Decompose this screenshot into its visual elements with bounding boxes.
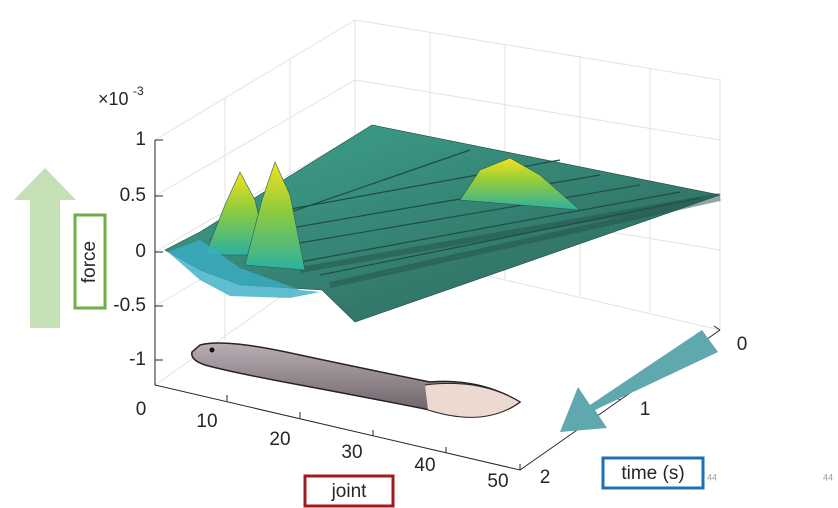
z-multiplier-base: ×10 <box>98 89 129 109</box>
joint-tick-label: 50 <box>487 471 508 492</box>
force-label-box <box>73 213 107 310</box>
axes <box>154 139 721 471</box>
force-arrow <box>14 168 76 328</box>
z-multiplier-exponent: -3 <box>133 84 144 98</box>
joint-label-box <box>303 474 395 508</box>
z-tick-label: -0.5 <box>113 295 146 316</box>
force-label: force <box>79 241 100 283</box>
joint-tick-label: 30 <box>341 442 362 463</box>
joint-tick-label: 0 <box>136 399 147 420</box>
time-label-box <box>601 456 705 490</box>
time-arrow <box>560 330 718 432</box>
z-tick-label: 0.5 <box>120 185 146 206</box>
time-tick-label: 0 <box>737 334 748 355</box>
joint-label: joint <box>331 481 368 502</box>
time-label: time (s) <box>621 463 684 484</box>
z-tick-label: 1 <box>135 129 146 150</box>
page-number: 44 <box>707 472 717 482</box>
time-tick-label: 1 <box>640 399 651 420</box>
eel-illustration <box>191 342 522 418</box>
joint-tick-label: 10 <box>196 411 217 432</box>
surface <box>164 124 722 323</box>
z-tick-label: -1 <box>129 349 146 370</box>
joint-tick-label: 40 <box>414 455 435 476</box>
time-tick-label: 2 <box>540 467 551 488</box>
z-tick-label: 0 <box>135 241 146 262</box>
joint-tick-label: 20 <box>269 429 290 450</box>
page-number: 44 <box>823 472 833 482</box>
